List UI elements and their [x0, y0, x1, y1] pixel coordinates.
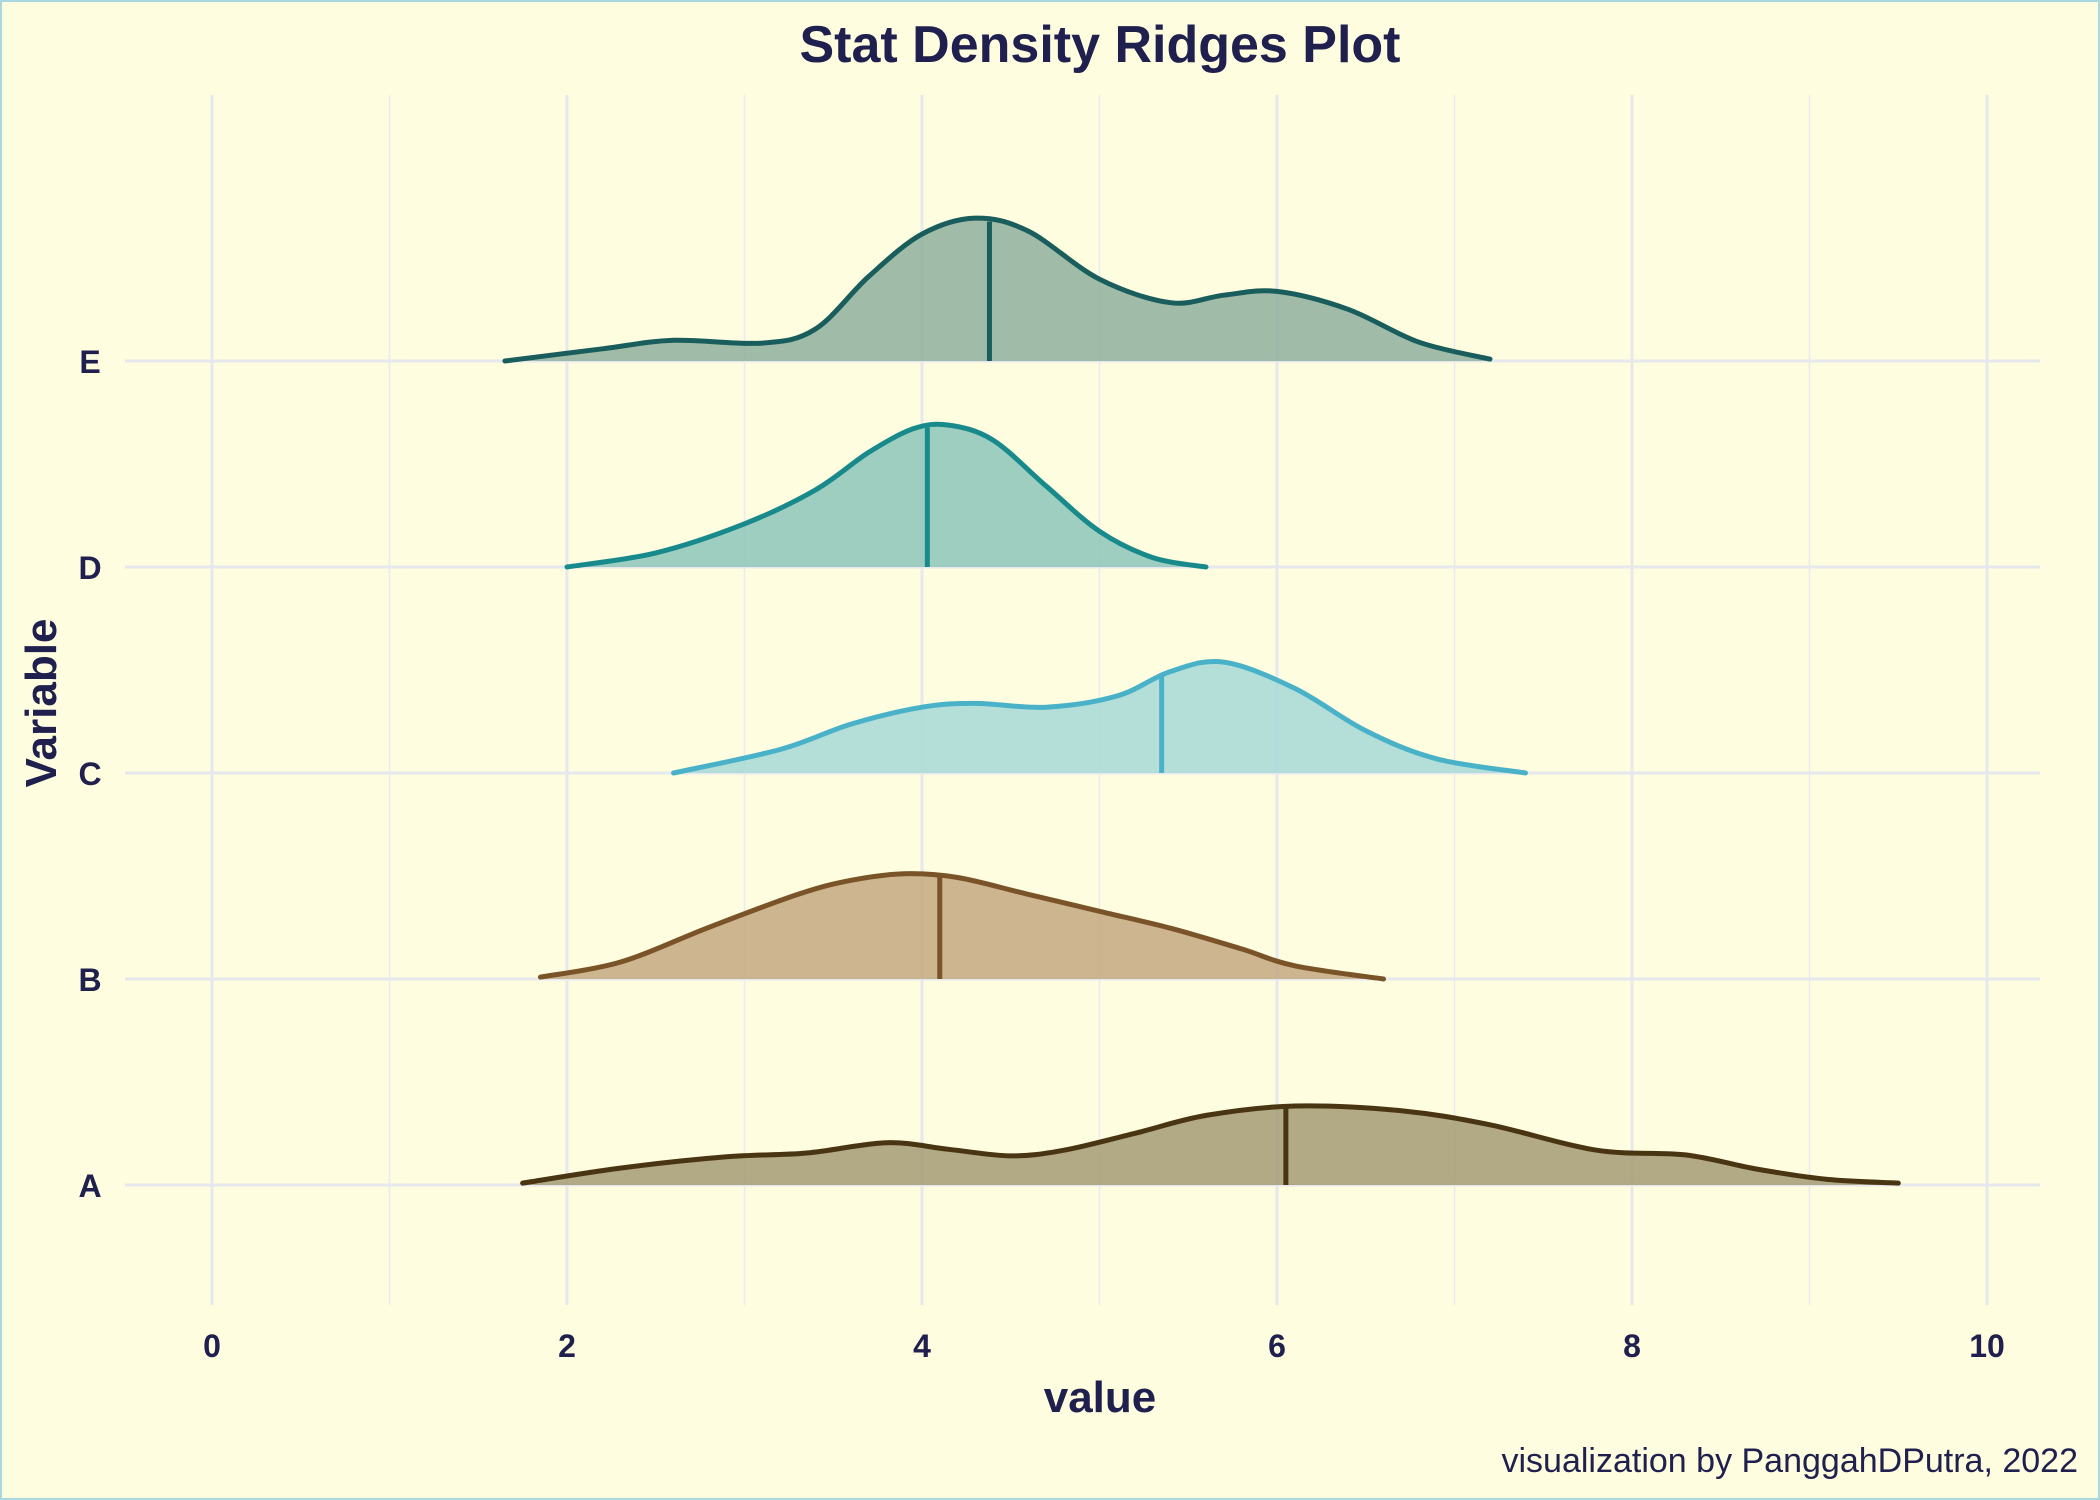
ridge-fill-A: [522, 1105, 1899, 1185]
x-tick-label: 6: [1268, 1328, 1286, 1364]
x-tick-label: 10: [1969, 1328, 2005, 1364]
ridge-fill-B: [540, 873, 1384, 979]
caption: visualization by PanggahDPutra, 2022: [1502, 1442, 2079, 1480]
x-tick-label: 4: [913, 1328, 931, 1364]
y-tick-labels: A B C D E: [78, 344, 101, 1204]
ridge-C: [671, 658, 1528, 776]
y-tick-label: C: [78, 756, 101, 792]
x-tick-label: 8: [1623, 1328, 1641, 1364]
x-tick-label: 2: [558, 1328, 576, 1364]
y-tick-label: D: [78, 550, 101, 586]
ridge-D: [564, 421, 1209, 570]
ridge-E: [502, 215, 1493, 364]
ridge-line-D: [564, 421, 1209, 570]
y-tick-label: B: [78, 962, 101, 998]
ridge-A: [520, 1103, 1901, 1186]
y-axis-title: Variable: [17, 619, 66, 788]
ridge-fill-C: [673, 661, 1526, 773]
ridge-line-B: [537, 871, 1386, 982]
ridge-line-C: [671, 658, 1528, 776]
y-tick-label: E: [79, 344, 100, 380]
x-tick-labels: 0 2 4 6 8 10: [203, 1328, 2005, 1364]
chart-title: Stat Density Ridges Plot: [800, 16, 1401, 74]
ridge-B: [537, 871, 1386, 982]
ridges: [502, 215, 1901, 1186]
x-tick-label: 0: [203, 1328, 221, 1364]
ridge-line-E: [502, 215, 1493, 364]
y-tick-label: A: [78, 1168, 101, 1204]
x-axis-title: value: [1044, 1373, 1157, 1422]
ridge-fill-E: [504, 218, 1490, 361]
ridge-line-A: [520, 1103, 1901, 1186]
